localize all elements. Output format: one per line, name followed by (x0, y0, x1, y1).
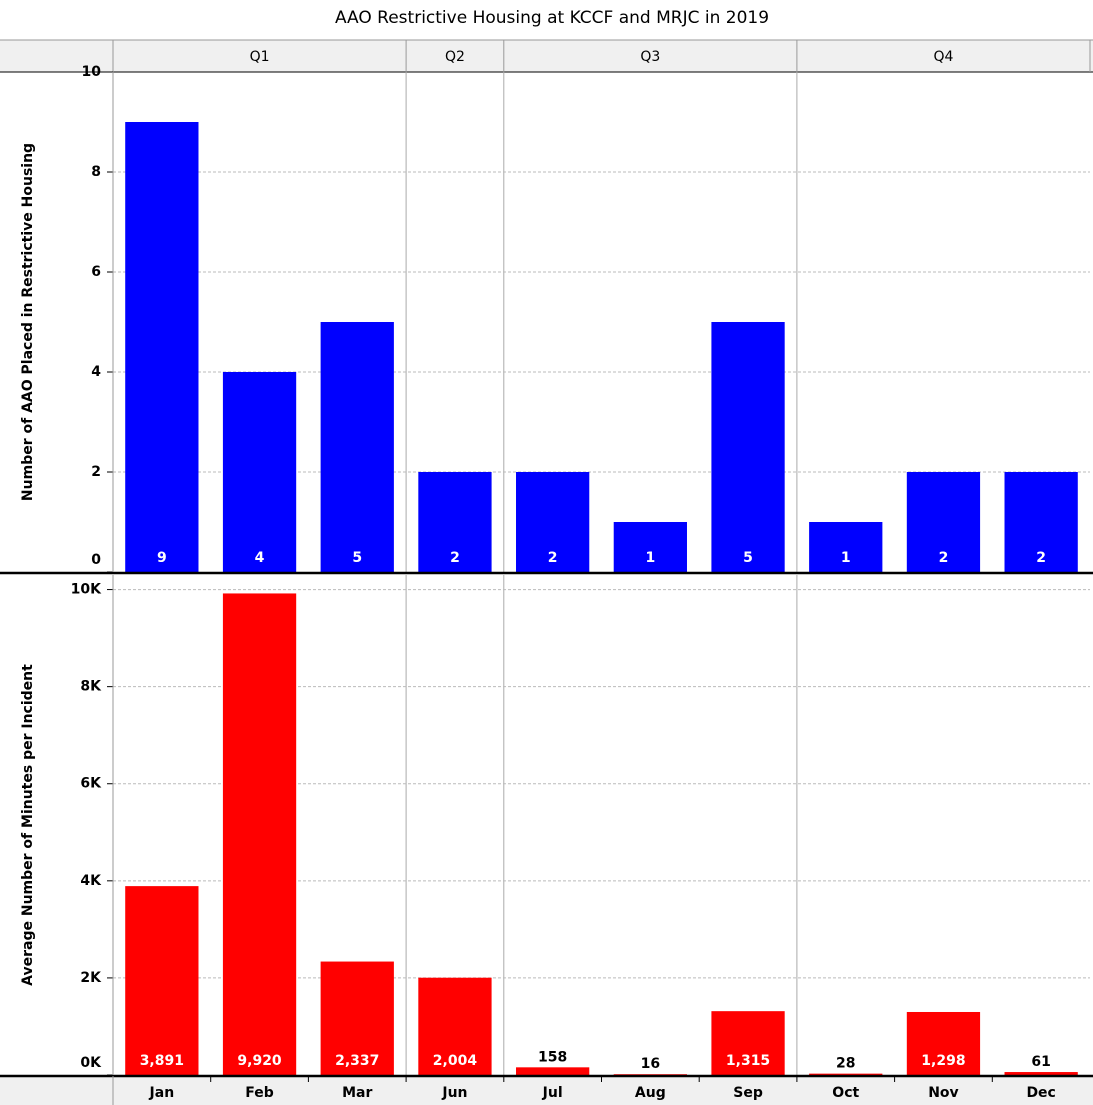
y-tick-label: 8K (80, 679, 102, 695)
y-tick-label: 10K (71, 582, 102, 598)
value-label: 3,891 (140, 1053, 184, 1069)
bar (613, 1074, 687, 1075)
x-tick-label: Jun (441, 1085, 467, 1101)
bar (906, 1011, 981, 1075)
value-label: 2 (450, 550, 460, 566)
value-label: 4 (255, 550, 265, 566)
value-label: 1 (841, 550, 851, 566)
x-tick-label: Dec (1026, 1085, 1055, 1101)
y-axis-label: Average Number of Minutes per Incident (20, 664, 36, 986)
y-tick-label: 4K (80, 873, 102, 889)
header-band (0, 40, 1093, 72)
bar (320, 961, 394, 1075)
value-label: 9,920 (237, 1053, 282, 1069)
x-tick-label: Sep (733, 1085, 763, 1101)
x-tick-label: Jan (149, 1085, 175, 1101)
y-tick-label: 2 (91, 464, 101, 480)
y-tick-label: 4 (91, 364, 101, 380)
bar (613, 522, 687, 572)
value-label: 2 (939, 550, 949, 566)
y-tick-label: 6 (91, 264, 101, 280)
bar (516, 1067, 590, 1075)
group-label: Q4 (933, 49, 953, 65)
bar (320, 322, 394, 572)
value-label: 28 (836, 1056, 855, 1072)
value-label: 5 (743, 550, 753, 566)
bar (711, 322, 785, 572)
y-tick-label: 2K (80, 970, 102, 986)
group-label: Q1 (250, 49, 270, 65)
bar (1004, 1072, 1078, 1075)
x-tick-label: Jul (542, 1085, 563, 1101)
value-label: 1,298 (921, 1053, 965, 1069)
value-label: 61 (1031, 1054, 1050, 1070)
value-label: 2,337 (335, 1053, 379, 1069)
bar (809, 522, 883, 572)
x-tick-label: Nov (928, 1085, 958, 1101)
bar (222, 593, 297, 1075)
y-tick-label: 0 (91, 552, 101, 568)
value-label: 9 (157, 550, 167, 566)
value-label: 5 (352, 550, 362, 566)
bar (418, 472, 492, 572)
footer-band (0, 1076, 1093, 1105)
y-tick-label: 8 (91, 164, 101, 180)
bar (711, 1011, 785, 1075)
group-label: Q2 (445, 49, 465, 65)
y-tick-label: 0K (80, 1055, 102, 1071)
x-tick-label: Mar (342, 1085, 372, 1101)
y-tick-label: 10 (82, 64, 102, 80)
bar (516, 472, 590, 572)
bar (418, 977, 492, 1075)
value-label: 1,315 (726, 1053, 770, 1069)
bar (125, 886, 199, 1075)
value-label: 1 (645, 550, 655, 566)
value-label: 2,004 (433, 1053, 478, 1069)
value-label: 2 (548, 550, 558, 566)
bar (125, 122, 199, 572)
bar (1004, 472, 1078, 572)
value-label: 158 (538, 1049, 567, 1065)
bar (809, 1073, 883, 1075)
chart-title: AAO Restrictive Housing at KCCF and MRJC… (335, 8, 769, 28)
y-axis-label: Number of AAO Placed in Restrictive Hous… (20, 143, 36, 501)
value-label: 2 (1036, 550, 1046, 566)
bar (906, 472, 981, 572)
group-label: Q3 (640, 49, 660, 65)
y-tick-label: 6K (80, 776, 102, 792)
bar (222, 372, 297, 572)
x-tick-label: Aug (635, 1085, 666, 1101)
x-tick-label: Oct (832, 1085, 859, 1101)
x-tick-label: Feb (245, 1085, 274, 1101)
value-label: 16 (641, 1056, 660, 1072)
